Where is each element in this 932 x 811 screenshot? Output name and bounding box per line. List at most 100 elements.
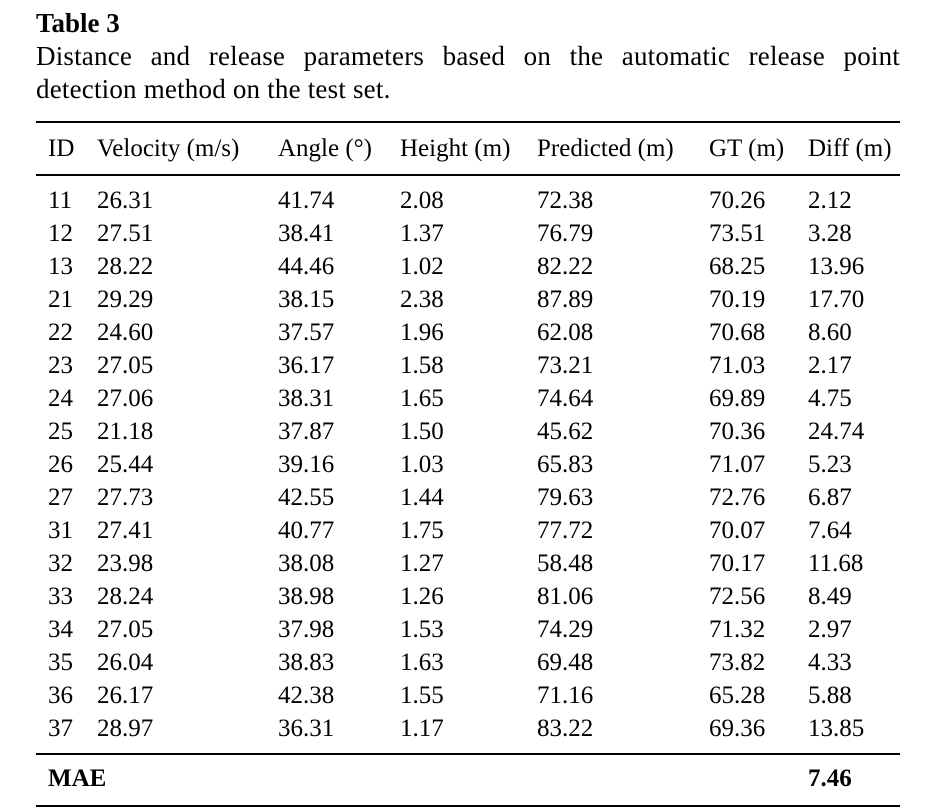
table-cell: 4.75 <box>808 385 852 412</box>
table-cell: 81.06 <box>537 583 594 610</box>
table-row: 26 25.44 39.16 1.03 65.83 71.07 5.23 <box>36 448 900 481</box>
table-cell: 34 <box>48 616 73 643</box>
table-cell: 71.16 <box>537 682 594 709</box>
table-cell: 70.17 <box>709 550 766 577</box>
table-cell: 1.96 <box>400 319 444 346</box>
results-table: ID Velocity (m/s) Angle (°) Height (m) Predi… <box>36 121 900 807</box>
column-header: Predicted (m) <box>537 122 709 176</box>
table-cell: 28.22 <box>97 253 154 280</box>
table-cell: 26.31 <box>97 187 154 214</box>
table-row: 32 23.98 38.08 1.27 58.48 70.17 11.68 <box>36 547 900 580</box>
table-cell: 69.48 <box>537 649 594 676</box>
table-cell: 1.02 <box>400 253 444 280</box>
table-cell: 26.04 <box>97 649 154 676</box>
table-cell: 27 <box>48 484 73 511</box>
table-row: 12 27.51 38.41 1.37 76.79 73.51 3.28 <box>36 217 900 250</box>
mae-value: 7.46 <box>808 753 900 806</box>
table-cell: 2.08 <box>400 187 444 214</box>
table-cell: 72.38 <box>537 187 594 214</box>
table-cell: 13.85 <box>808 715 865 742</box>
table-row: 13 28.22 44.46 1.02 82.22 68.25 13.96 <box>36 250 900 283</box>
table-cell: 74.64 <box>537 385 594 412</box>
table-cell: 22 <box>48 319 73 346</box>
table-cell: 69.89 <box>709 385 766 412</box>
table-row: 34 27.05 37.98 1.53 74.29 71.32 2.97 <box>36 613 900 646</box>
header-row: ID Velocity (m/s) Angle (°) Height (m) Predi… <box>36 122 900 176</box>
table-cell: 1.50 <box>400 418 444 445</box>
table-cell: 8.49 <box>808 583 852 610</box>
table-cell: 73.51 <box>709 220 766 247</box>
table-cell: 1.26 <box>400 583 444 610</box>
table-cell: 36 <box>48 682 73 709</box>
table-cell: 13 <box>48 253 73 280</box>
table-cell: 25 <box>48 418 73 445</box>
table-row: 33 28.24 38.98 1.26 81.06 72.56 8.49 <box>36 580 900 613</box>
table-cell: 1.58 <box>400 352 444 379</box>
table-cell: 83.22 <box>537 715 594 742</box>
table-cell: 13.96 <box>808 253 865 280</box>
table-row: 24 27.06 38.31 1.65 74.64 69.89 4.75 <box>36 382 900 415</box>
table-cell: 4.33 <box>808 649 852 676</box>
table-cell: 27.05 <box>97 616 154 643</box>
table-cell: 12 <box>48 220 73 247</box>
mae-row: MAE 7.46 <box>36 753 900 806</box>
table-row: 23 27.05 36.17 1.58 73.21 71.03 2.17 <box>36 349 900 382</box>
table-cell: 26 <box>48 451 73 478</box>
table-cell: 2.17 <box>808 352 852 379</box>
table-cell: 27.41 <box>97 517 154 544</box>
table-cell: 32 <box>48 550 73 577</box>
table-cell: 65.28 <box>709 682 766 709</box>
table-cell: 41.74 <box>278 187 335 214</box>
table-title: Table 3 <box>36 8 120 38</box>
table-cell: 21 <box>48 286 73 313</box>
table-cell: 37.98 <box>278 616 335 643</box>
table-cell: 70.19 <box>709 286 766 313</box>
table-cell: 29.29 <box>97 286 154 313</box>
table-cell: 5.88 <box>808 682 852 709</box>
table-cell: 38.31 <box>278 385 335 412</box>
table-cell: 71.03 <box>709 352 766 379</box>
table-cell: 35 <box>48 649 73 676</box>
table-cell: 73.21 <box>537 352 594 379</box>
table-cell: 38.41 <box>278 220 335 247</box>
table-cell: 69.36 <box>709 715 766 742</box>
table-cell: 71.07 <box>709 451 766 478</box>
table-cell: 27.05 <box>97 352 154 379</box>
table-cell: 74.29 <box>537 616 594 643</box>
table-cell: 17.70 <box>808 286 865 313</box>
table-cell: 1.65 <box>400 385 444 412</box>
table-cell: 65.83 <box>537 451 594 478</box>
table-row: 25 21.18 37.87 1.50 45.62 70.36 24.74 <box>36 415 900 448</box>
table-row: 35 26.04 38.83 1.63 69.48 73.82 4.33 <box>36 646 900 679</box>
table-cell: 70.36 <box>709 418 766 445</box>
table-cell: 8.60 <box>808 319 852 346</box>
table-cell: 45.62 <box>537 418 594 445</box>
table-cell: 36.31 <box>278 715 335 742</box>
table-cell: 2.97 <box>808 616 852 643</box>
table-row: 21 29.29 38.15 2.38 87.89 70.19 17.70 <box>36 283 900 316</box>
table-cell: 3.28 <box>808 220 852 247</box>
table-cell: 42.55 <box>278 484 335 511</box>
table-cell: 1.27 <box>400 550 444 577</box>
table-cell: 28.24 <box>97 583 154 610</box>
table-cell: 1.17 <box>400 715 444 742</box>
table-cell: 23 <box>48 352 73 379</box>
table-cell: 68.25 <box>709 253 766 280</box>
table-cell: 1.55 <box>400 682 444 709</box>
table-cell: 25.44 <box>97 451 154 478</box>
table-cell: 1.53 <box>400 616 444 643</box>
table-cell: 77.72 <box>537 517 594 544</box>
table-cell: 37 <box>48 715 73 742</box>
table-cell: 1.03 <box>400 451 444 478</box>
table-cell: 27.73 <box>97 484 154 511</box>
table-cell: 24.74 <box>808 418 865 445</box>
table-cell: 37.87 <box>278 418 335 445</box>
table-row: 27 27.73 42.55 1.44 79.63 72.76 6.87 <box>36 481 900 514</box>
table-cell: 71.32 <box>709 616 766 643</box>
table-cell: 11.68 <box>808 550 864 577</box>
table-cell: 2.38 <box>400 286 444 313</box>
table-cell: 24.60 <box>97 319 154 346</box>
table-cell: 38.08 <box>278 550 335 577</box>
column-header: GT (m) <box>709 122 808 176</box>
